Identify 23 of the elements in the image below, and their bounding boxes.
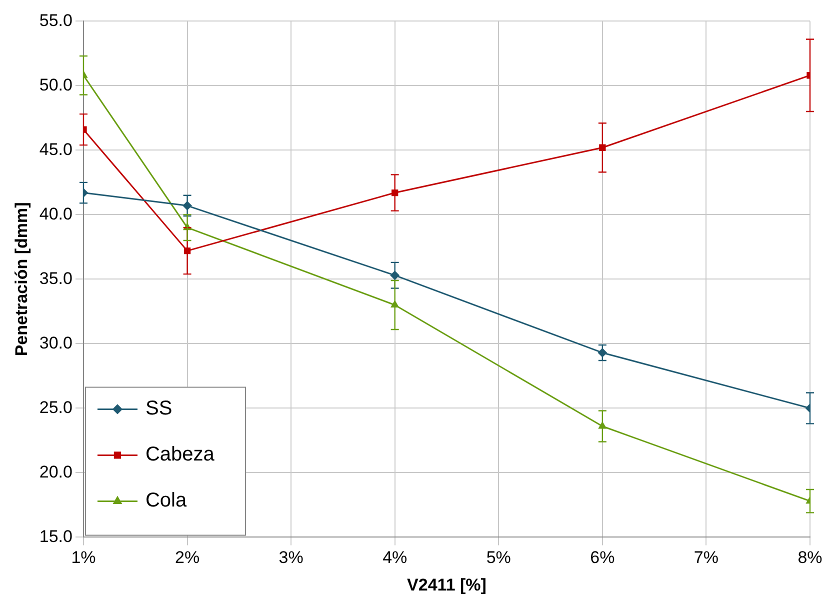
x-tick-label: 6% — [590, 548, 615, 568]
legend-label: Cabeza — [145, 444, 216, 466]
x-tick-label: 8% — [798, 548, 822, 568]
x-axis-title: V2411 [%] — [407, 575, 486, 594]
y-tick-label: 45.0 — [39, 140, 72, 159]
x-tick-label: 4% — [382, 548, 408, 568]
x-tick-label: 7% — [694, 548, 718, 568]
y-tick-label: 20.0 — [39, 462, 72, 482]
legend-label: Cola — [145, 490, 188, 512]
x-tick-label: 1% — [71, 548, 96, 568]
legend-label: SS — [145, 398, 172, 420]
y-tick-label: 50.0 — [39, 75, 72, 94]
x-tick-label: 5% — [486, 548, 511, 568]
y-tick-label: 55.0 — [39, 10, 72, 30]
y-axis-title: Penetración [dmm] — [12, 202, 31, 356]
y-tick-label: 25.0 — [39, 398, 72, 417]
y-tick-label: 30.0 — [39, 333, 72, 352]
y-tick-label: 15.0 — [39, 526, 72, 546]
y-tick-label: 35.0 — [39, 268, 72, 288]
x-tick-label: 3% — [278, 548, 304, 568]
y-tick-label: 40.0 — [39, 204, 72, 224]
point — [599, 144, 606, 151]
x-tick-label: 2% — [174, 548, 200, 568]
